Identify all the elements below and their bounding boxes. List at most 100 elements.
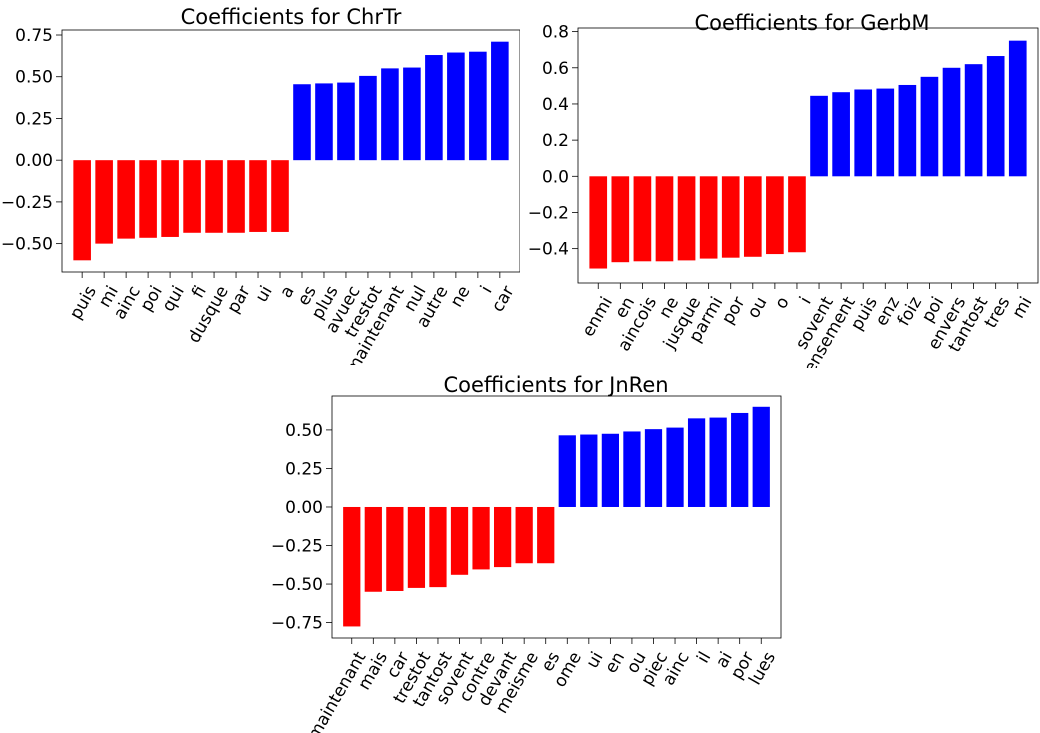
bar — [337, 82, 355, 161]
bar — [986, 56, 1005, 177]
bar — [386, 506, 404, 591]
bar — [898, 84, 917, 177]
y-tick-label: −0.75 — [271, 614, 323, 634]
bar — [73, 160, 91, 261]
y-axis: −0.4 −0.2 0.0 0.2 0.4 0.6 0.8 — [528, 23, 578, 260]
bar — [709, 417, 727, 507]
bar — [558, 435, 576, 507]
y-tick-label: 0.75 — [15, 26, 53, 46]
y-tick-label: 0.00 — [15, 151, 53, 171]
bar — [515, 506, 533, 564]
bar — [469, 51, 487, 161]
bar — [601, 433, 620, 507]
y-tick-label: 0.25 — [285, 459, 323, 479]
y-tick-label: 0.25 — [15, 109, 53, 129]
bar — [810, 95, 828, 177]
x-tick-label: qui — [158, 283, 188, 316]
bar — [788, 176, 806, 253]
bar — [425, 55, 443, 161]
plot-frame — [331, 395, 782, 639]
bar — [876, 88, 895, 177]
y-tick-label: 0.0 — [542, 167, 569, 187]
bar — [493, 506, 512, 568]
y-tick-label: −0.50 — [1, 235, 53, 255]
bar — [139, 160, 157, 238]
bar — [271, 160, 289, 232]
bar — [699, 176, 718, 259]
y-tick-label: −0.2 — [528, 203, 569, 223]
x-tick-label: enmi — [578, 294, 617, 341]
bar — [343, 506, 361, 627]
x-tick-label: puis — [66, 282, 101, 323]
x-axis: maintenantmaiscartrestottantostsoventcon… — [304, 638, 780, 733]
bars — [589, 40, 1027, 269]
bar — [537, 506, 555, 564]
x-tick-label: car — [488, 283, 519, 316]
bar — [293, 84, 311, 161]
bar — [227, 160, 245, 233]
bar — [183, 160, 201, 233]
y-tick-label: 0.00 — [285, 498, 323, 518]
bar — [315, 83, 333, 161]
bar — [407, 506, 426, 588]
bar — [589, 176, 608, 269]
bar — [832, 92, 850, 177]
bar — [450, 506, 469, 575]
chart-title: Coefficients for ChrTr — [181, 5, 402, 29]
bar — [766, 176, 784, 255]
bar — [942, 67, 961, 177]
x-tick-label: ne — [447, 283, 475, 311]
bars — [73, 41, 509, 261]
bar — [447, 52, 465, 161]
y-tick-label: −0.4 — [528, 240, 569, 260]
bar — [623, 431, 641, 507]
chart-gerbm: Coefficients for GerbM −0.4 −0.2 0.0 0.2 0.4… — [528, 11, 1039, 368]
y-axis: −0.75 −0.50 −0.25 0.00 0.25 0.50 — [271, 421, 332, 634]
bar — [677, 176, 696, 261]
y-tick-label: 0.2 — [542, 131, 569, 151]
y-tick-label: −0.50 — [271, 575, 323, 595]
bar — [95, 160, 113, 244]
y-tick-label: 0.50 — [15, 68, 53, 88]
bar — [381, 68, 399, 161]
bar — [964, 64, 983, 177]
bar — [205, 160, 223, 233]
chart-title: Coefficients for GerbM — [694, 11, 929, 35]
bar — [666, 427, 684, 507]
y-axis: −0.50 −0.25 0.00 0.25 0.50 0.75 — [1, 26, 62, 255]
bar — [920, 76, 939, 177]
x-tick-label: il — [693, 649, 715, 667]
x-tick-label: ui — [252, 283, 277, 306]
chart-chrtr: Coefficients for ChrTr −0.50 −0.25 0.00 0.2… — [1, 5, 520, 365]
y-tick-label: 0.6 — [542, 59, 569, 79]
x-tick-label: o — [771, 294, 794, 313]
bar — [359, 75, 377, 161]
bar — [655, 176, 674, 262]
bar — [633, 176, 652, 262]
bar — [429, 506, 447, 588]
bar — [472, 506, 490, 570]
bar — [721, 176, 740, 258]
y-tick-label: 0.4 — [542, 95, 569, 115]
chart-jnren: Coefficients for JnRen −0.75 −0.50 −0.25 0.… — [271, 373, 782, 733]
y-tick-label: 0.8 — [542, 23, 569, 43]
bar — [854, 89, 873, 177]
bar — [752, 406, 770, 507]
y-tick-label: −0.25 — [1, 193, 53, 213]
bar — [731, 412, 749, 507]
bars — [343, 406, 770, 627]
bar — [161, 160, 179, 237]
bar — [117, 160, 135, 239]
bar — [1008, 40, 1027, 177]
x-tick-label: maintenant — [304, 648, 371, 733]
plot-frame — [61, 29, 520, 273]
bar — [249, 160, 267, 232]
bar — [743, 176, 762, 257]
x-tick-label: ou — [744, 294, 772, 322]
y-tick-label: −0.25 — [271, 537, 323, 557]
x-tick-label: par — [223, 282, 254, 316]
bar — [403, 67, 421, 161]
y-tick-label: 0.50 — [285, 421, 323, 441]
